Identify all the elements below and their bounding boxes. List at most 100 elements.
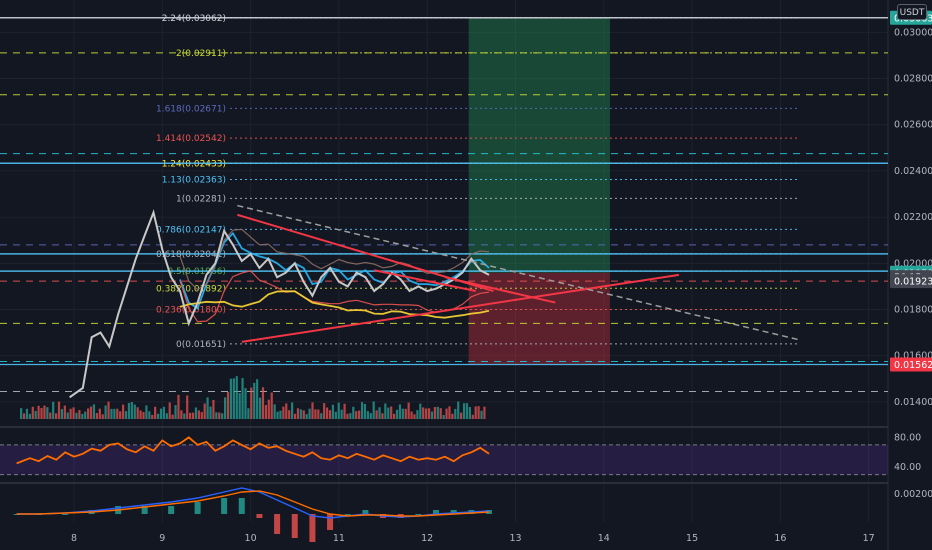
volume-bar xyxy=(392,413,396,419)
time-tick-label: 17 xyxy=(863,533,875,544)
volume-bar xyxy=(328,410,332,419)
volume-bar xyxy=(28,413,31,419)
volume-bar xyxy=(238,393,241,419)
volume-bar xyxy=(395,409,399,419)
time-tick-label: 10 xyxy=(245,533,257,544)
volume-bars xyxy=(20,376,486,419)
price-tag xyxy=(890,357,932,372)
volume-bar xyxy=(232,378,235,419)
time-axis[interactable]: 8 9 10 11 12 13 14 15 16 17 xyxy=(71,533,875,544)
time-tick-label: 16 xyxy=(774,533,786,544)
volume-bar xyxy=(200,412,203,419)
drawings[interactable] xyxy=(237,204,799,343)
volume-bar xyxy=(480,410,483,419)
price-tag-label: 0.01562 xyxy=(894,360,932,371)
time-tick-label: 9 xyxy=(159,533,165,544)
volume-bar xyxy=(299,409,302,419)
volume-bar xyxy=(325,407,329,419)
volume-bar xyxy=(183,413,186,419)
volume-bar xyxy=(156,413,160,419)
volume-bar xyxy=(439,408,442,419)
volume-bar xyxy=(390,406,393,419)
volume-bar xyxy=(215,412,218,419)
volume-bar xyxy=(223,397,227,419)
volume-bar xyxy=(247,408,250,419)
price-tick-label: 0.01600 xyxy=(894,351,932,362)
volume-bar xyxy=(194,407,198,419)
volume-bar xyxy=(404,408,407,419)
volume-bar xyxy=(241,378,244,419)
volume-bar xyxy=(119,411,122,419)
volume-bar xyxy=(136,407,139,419)
volume-bar xyxy=(454,408,457,419)
fib-label: 0.382(0.01892) xyxy=(156,284,226,294)
price-tick-label: 0.02400 xyxy=(894,166,932,177)
volume-bar xyxy=(81,413,84,419)
price-tag-label: 0.01923 xyxy=(894,277,932,288)
volume-bar xyxy=(308,408,311,419)
fib-levels: 2.414(0.03172)2.24(0.03062)2(0.02911)1.6… xyxy=(0,14,888,393)
indicator-line xyxy=(179,290,490,319)
volume-bar xyxy=(203,403,206,419)
price-axis[interactable]: 0.03000 0.02800 0.02600 0.02400 0.02200 0.020… xyxy=(894,27,932,500)
volume-bar xyxy=(107,401,110,419)
volume-bar xyxy=(314,409,317,419)
rsi-tick-label: 40.00 xyxy=(894,462,921,473)
volume-bar xyxy=(25,408,29,419)
volume-bar xyxy=(372,401,375,419)
volume-bar xyxy=(101,414,104,419)
macd-histogram-bar xyxy=(415,514,422,515)
indicator-line xyxy=(179,231,490,310)
volume-bar xyxy=(375,410,378,419)
volume-bar xyxy=(384,403,387,419)
volume-bar xyxy=(78,410,81,419)
volume-bar xyxy=(209,406,212,419)
volume-bar xyxy=(474,406,477,419)
volume-bar xyxy=(139,410,142,419)
volume-bar xyxy=(436,406,439,419)
volume-bar xyxy=(130,402,133,419)
volume-bar xyxy=(378,407,381,419)
volume-bar xyxy=(285,403,288,419)
volume-bar xyxy=(98,408,101,419)
time-tick-label: 15 xyxy=(686,533,698,544)
volume-bar xyxy=(264,404,267,419)
volume-bar xyxy=(483,406,486,419)
volume-bar xyxy=(46,407,49,419)
volume-bar xyxy=(276,411,279,419)
volume-bar xyxy=(387,407,390,419)
volume-bar xyxy=(60,409,64,419)
volume-bar xyxy=(151,414,154,419)
volume-bar xyxy=(442,414,445,419)
volume-bar xyxy=(22,413,26,419)
macd-histogram-bar xyxy=(362,510,369,514)
volume-bar xyxy=(471,414,474,419)
volume-bar xyxy=(168,402,171,419)
volume-bar xyxy=(305,414,308,419)
fib-label: 0.786(0.02147) xyxy=(156,225,226,235)
volume-bar xyxy=(250,387,253,419)
volume-bar xyxy=(267,399,270,419)
volume-bar xyxy=(31,406,34,419)
volume-bar xyxy=(282,406,285,419)
macd-histogram-bar xyxy=(486,510,493,514)
macd-histogram-bar xyxy=(344,514,351,515)
fib-label: 1.24(0.02433) xyxy=(162,159,226,169)
price-tag xyxy=(890,274,932,289)
volume-bar xyxy=(171,414,174,419)
volume-bar xyxy=(288,410,291,419)
volume-bar xyxy=(148,411,151,419)
volume-bar xyxy=(460,412,463,419)
volume-bar xyxy=(127,402,131,419)
grid xyxy=(0,0,889,550)
volume-bar xyxy=(279,410,282,419)
fib-label: 0.5(0.01966) xyxy=(167,267,226,277)
macd-histogram-bar xyxy=(274,514,281,534)
volume-bar xyxy=(273,404,276,419)
volume-bar xyxy=(331,404,335,419)
currency-badge[interactable]: USDT xyxy=(897,4,927,20)
time-tick-label: 14 xyxy=(598,533,610,544)
volume-bar xyxy=(363,403,367,419)
